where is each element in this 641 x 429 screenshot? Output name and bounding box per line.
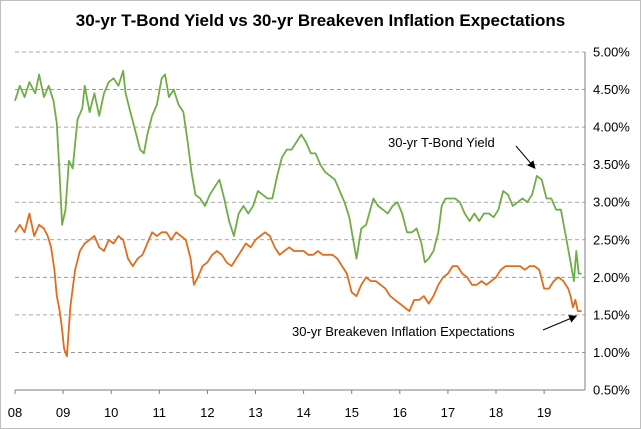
x-tick-label: 17 xyxy=(441,405,455,420)
x-tick-label: 16 xyxy=(393,405,407,420)
series-line-0 xyxy=(14,69,582,283)
series-line-1 xyxy=(14,212,582,358)
x-tick-label: 11 xyxy=(153,405,167,420)
x-tick-label: 14 xyxy=(296,405,310,420)
y-tick-label: 3.50% xyxy=(593,157,630,172)
y-tick-label: 5.00% xyxy=(593,45,630,60)
annotation-label: 30-yr T-Bond Yield xyxy=(388,135,495,150)
y-tick-label: 1.00% xyxy=(593,345,630,360)
y-tick-label: 2.50% xyxy=(593,232,630,247)
y-tick-label: 4.50% xyxy=(593,82,630,97)
y-tick-label: 4.00% xyxy=(593,120,630,135)
y-tick-label: 2.00% xyxy=(593,270,630,285)
annotation-label: 30-yr Breakeven Inflation Expectations xyxy=(292,324,515,339)
x-tick-label: 19 xyxy=(537,405,551,420)
x-tick-label: 12 xyxy=(200,405,214,420)
annotation-arrow xyxy=(542,315,578,331)
x-tick-label: 09 xyxy=(56,405,70,420)
x-tick-label: 15 xyxy=(344,405,358,420)
annotation-arrow xyxy=(515,145,536,169)
x-tick-label: 18 xyxy=(489,405,503,420)
y-tick-label: 3.00% xyxy=(593,195,630,210)
x-tick-label: 13 xyxy=(248,405,262,420)
x-tick-label: 08 xyxy=(8,405,22,420)
chart-title: 30-yr T-Bond Yield vs 30-yr Breakeven In… xyxy=(75,11,566,30)
y-tick-label: 0.50% xyxy=(593,383,630,398)
y-tick-label: 1.50% xyxy=(593,307,630,322)
x-tick-label: 10 xyxy=(104,405,118,420)
